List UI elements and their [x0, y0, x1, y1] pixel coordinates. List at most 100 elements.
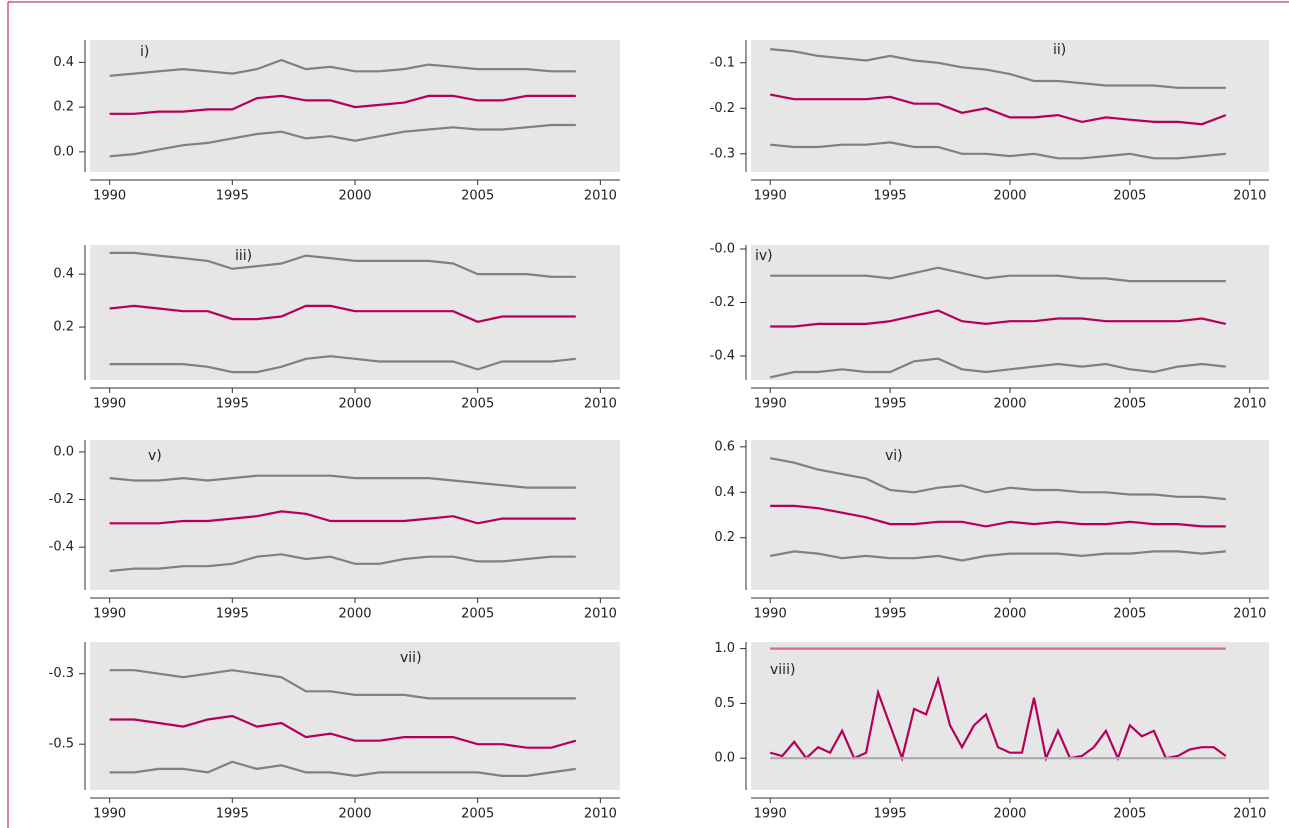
- x-tick-label: 2005: [1113, 607, 1146, 622]
- series-line: [769, 457, 1226, 501]
- y-tick-label: -0.5: [49, 737, 74, 752]
- panel-title: vii): [400, 650, 422, 666]
- y-tick-label: -0.4: [49, 540, 74, 555]
- x-tick-label: 1995: [216, 397, 249, 412]
- y-tick-label: -0.2: [710, 295, 735, 310]
- y-tick-label: 0.2: [714, 530, 735, 545]
- x-tick-label: 2005: [461, 189, 494, 204]
- y-tick-label: 0.0: [53, 144, 74, 159]
- plot-background: [751, 40, 1269, 172]
- series-line: [769, 550, 1226, 562]
- x-tick-label: 2000: [993, 397, 1026, 412]
- x-tick-label: 2010: [584, 397, 617, 412]
- x-tick-label: 2010: [1233, 807, 1266, 822]
- plot-background: [751, 440, 1269, 590]
- series-line: [109, 714, 577, 749]
- y-tick-label: 1.0: [714, 641, 735, 656]
- series-line: [770, 504, 1226, 528]
- x-tick-label: 1990: [754, 607, 787, 622]
- series-line: [109, 669, 576, 700]
- x-tick-label: 2000: [993, 607, 1026, 622]
- series-line: [109, 760, 576, 778]
- x-tick-label: 1990: [93, 807, 126, 822]
- panel-title: v): [148, 448, 162, 464]
- plot-background: [751, 245, 1269, 380]
- y-tick-label: 0.0: [714, 751, 735, 766]
- x-tick-label: 1990: [754, 397, 787, 412]
- x-tick-label: 2005: [1113, 807, 1146, 822]
- x-tick-label: 1990: [754, 807, 787, 822]
- series-line: [769, 675, 1227, 762]
- x-tick-label: 1995: [874, 397, 907, 412]
- x-tick-label: 1990: [93, 189, 126, 204]
- series-line: [109, 94, 576, 115]
- plot-background: [90, 642, 620, 790]
- y-tick-label: 0.4: [714, 485, 735, 500]
- series-line: [770, 266, 1226, 283]
- panel-title: viii): [770, 662, 795, 678]
- x-tick-label: 1995: [216, 807, 249, 822]
- y-tick-label: -0.4: [710, 348, 735, 363]
- x-tick-label: 2005: [1113, 189, 1146, 204]
- x-tick-label: 2010: [584, 607, 617, 622]
- x-tick-label: 1995: [874, 189, 907, 204]
- plot-background: [751, 642, 1269, 790]
- series-line: [109, 553, 576, 573]
- series-line: [769, 357, 1226, 379]
- x-tick-label: 2000: [338, 607, 371, 622]
- series-line: [109, 510, 576, 525]
- series-line: [109, 474, 576, 489]
- y-tick-label: -0.1: [710, 55, 735, 70]
- panel-title: iv): [755, 248, 773, 264]
- panel-title: i): [140, 44, 149, 60]
- y-tick-label: -0.2: [710, 101, 735, 116]
- x-tick-label: 1995: [874, 607, 907, 622]
- x-tick-label: 1995: [874, 807, 907, 822]
- panel-title: iii): [235, 248, 252, 264]
- x-tick-label: 1990: [754, 189, 787, 204]
- x-tick-label: 2010: [1233, 607, 1266, 622]
- x-tick-label: 2005: [461, 607, 494, 622]
- series-line: [770, 309, 1227, 328]
- x-tick-label: 2010: [1233, 397, 1266, 412]
- series-line: [770, 48, 1226, 89]
- panel-title: vi): [885, 448, 903, 464]
- y-tick-label: 0.4: [53, 55, 74, 70]
- x-tick-label: 2010: [584, 189, 617, 204]
- y-tick-label: -0.0: [710, 242, 735, 257]
- x-tick-label: 2005: [461, 807, 494, 822]
- y-tick-label: 0.2: [53, 100, 74, 115]
- x-tick-label: 2010: [584, 807, 617, 822]
- y-tick-label: 0.2: [53, 320, 74, 335]
- x-tick-label: 2000: [338, 397, 371, 412]
- x-tick-label: 1995: [216, 189, 249, 204]
- y-tick-label: -0.3: [49, 666, 74, 681]
- series-line: [109, 251, 576, 278]
- plot-background: [90, 440, 620, 590]
- x-tick-label: 1990: [93, 607, 126, 622]
- series-line: [109, 304, 576, 323]
- series-line: [770, 141, 1226, 160]
- series-line: [109, 123, 576, 158]
- x-tick-label: 2000: [993, 189, 1026, 204]
- x-tick-label: 2000: [993, 807, 1026, 822]
- panel-title: ii): [1053, 42, 1066, 58]
- plot-background: [90, 245, 620, 380]
- x-tick-label: 1990: [93, 397, 126, 412]
- y-tick-label: 0.6: [714, 439, 735, 454]
- y-tick-label: 0.0: [53, 444, 74, 459]
- y-tick-label: 0.5: [714, 696, 735, 711]
- x-tick-label: 2010: [1233, 189, 1266, 204]
- x-tick-label: 1995: [216, 607, 249, 622]
- x-tick-label: 2000: [338, 807, 371, 822]
- x-tick-label: 2000: [338, 189, 371, 204]
- series-line: [109, 58, 576, 77]
- x-tick-label: 2005: [461, 397, 494, 412]
- series-line: [769, 93, 1227, 126]
- y-tick-label: -0.2: [49, 492, 74, 507]
- series-line: [109, 355, 576, 374]
- x-tick-label: 2005: [1113, 397, 1146, 412]
- y-tick-label: -0.3: [710, 146, 735, 161]
- y-tick-label: 0.4: [53, 267, 74, 282]
